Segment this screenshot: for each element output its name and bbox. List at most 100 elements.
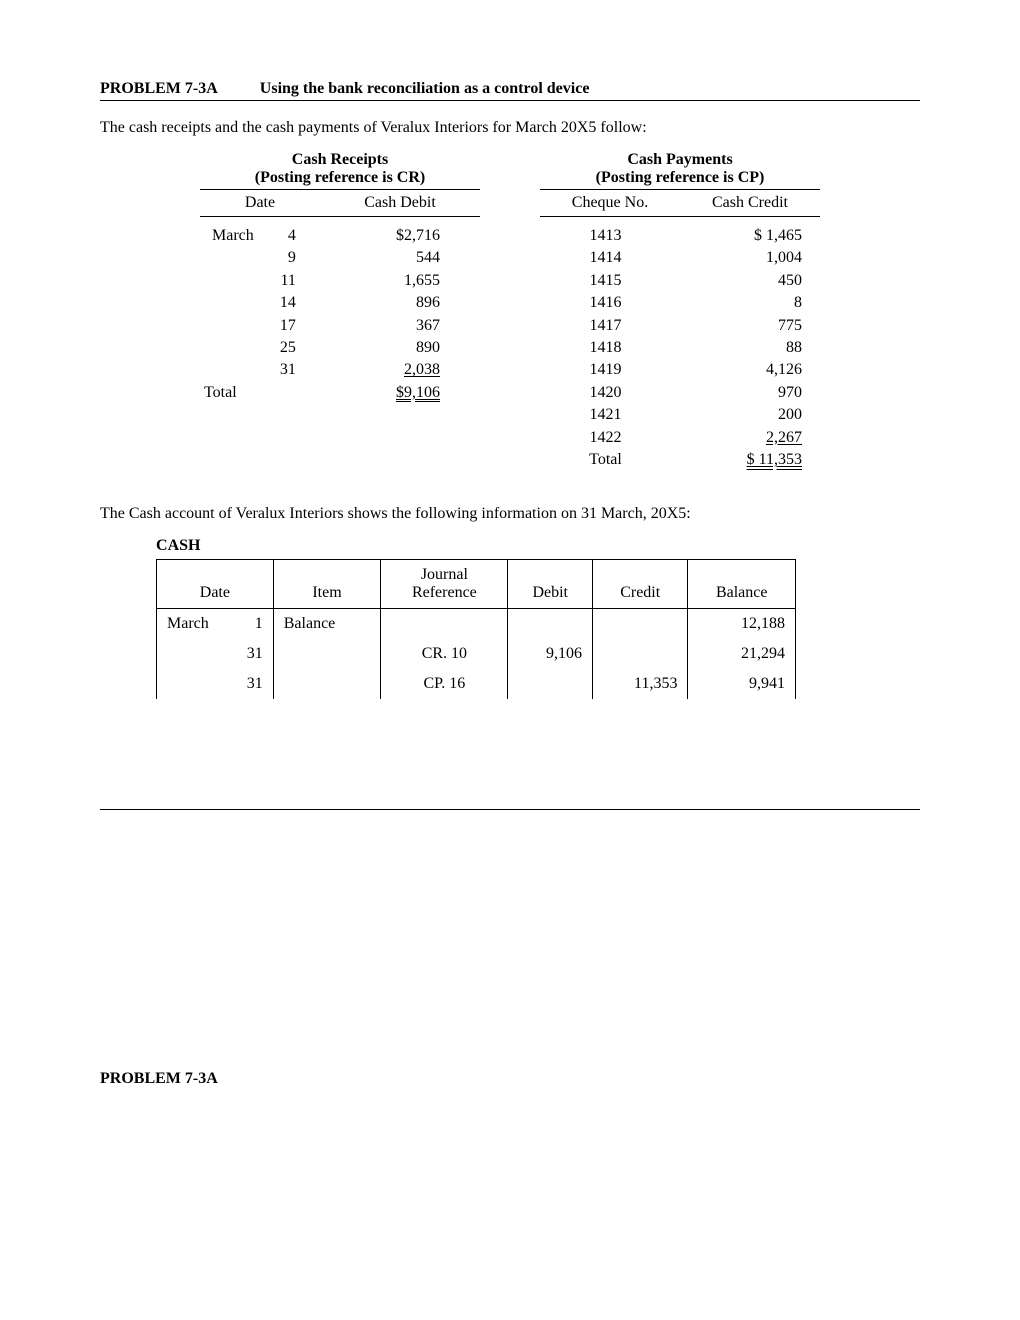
payments-cheque-no: 1413 (540, 225, 671, 247)
receipts-row: 25890 (200, 337, 480, 359)
payments-row: 1415450 (540, 270, 820, 292)
payments-cheque-no: 1415 (540, 270, 671, 292)
payments-col-cq: Cheque No. (540, 194, 680, 212)
payments-total-row: Total$ 11,353 (540, 449, 820, 471)
payments-total-amount: $ 11,353 (671, 449, 820, 471)
payments-row: 1421200 (540, 404, 820, 426)
payments-cheque-no: 1420 (540, 382, 671, 404)
receipts-day: 4 (262, 225, 306, 247)
cash-label-c: C (156, 537, 168, 554)
payments-cheque-no: 1422 (540, 427, 671, 449)
cash-th-jr2: Reference (391, 584, 497, 602)
receipts-col-debit: Cash Debit (320, 194, 480, 212)
cash-day: 31 (234, 639, 273, 669)
receipts-payments-block: Cash Receipts (Posting reference is CR) … (200, 151, 820, 471)
problem-title: Using the bank reconciliation as a contr… (260, 80, 590, 97)
cash-jr (381, 609, 508, 640)
receipts-day: 17 (262, 315, 306, 337)
cash-credit (592, 609, 687, 640)
cash-row: 31 CP. 16 11,3539,941 (157, 669, 796, 699)
cash-intro-text: The Cash account of Veralux Interiors sh… (100, 505, 920, 523)
payments-row: 1420970 (540, 382, 820, 404)
receipts-header-2: (Posting reference is CR) (200, 169, 480, 187)
receipts-amount: 544 (306, 247, 480, 269)
payments-amount: 1,004 (671, 247, 820, 269)
cash-day: 31 (234, 669, 273, 699)
receipts-month (200, 270, 262, 292)
cash-credit (592, 639, 687, 669)
payments-amount: 200 (671, 404, 820, 426)
receipts-column: Date Cash Debit March4$2,7169544111,6551… (200, 189, 480, 471)
receipts-row: 111,655 (200, 270, 480, 292)
cash-balance: 9,941 (688, 669, 796, 699)
payments-amount: 2,267 (671, 427, 820, 449)
receipts-col-date: Date (200, 194, 320, 212)
payments-amount: 4,126 (671, 359, 820, 381)
cash-balance: 21,294 (688, 639, 796, 669)
payments-amount: 8 (671, 292, 820, 314)
payments-cheque-no: 1417 (540, 315, 671, 337)
payments-row: 1417775 (540, 315, 820, 337)
cash-day: 1 (234, 609, 273, 640)
cash-item (273, 639, 381, 669)
payments-header-2: (Posting reference is CP) (540, 169, 820, 187)
receipts-amount: 896 (306, 292, 480, 314)
payments-col-credit: Cash Credit (680, 194, 820, 212)
cash-jr: CP. 16 (381, 669, 508, 699)
payments-header-1: Cash Payments (540, 151, 820, 169)
payments-cheque-no: 1421 (540, 404, 671, 426)
receipts-amount: 367 (306, 315, 480, 337)
receipts-day: 14 (262, 292, 306, 314)
receipts-total-row: Total $9,106 (200, 382, 480, 404)
receipts-amount: 890 (306, 337, 480, 359)
problem-heading: PROBLEM 7-3A Using the bank reconciliati… (100, 80, 920, 101)
receipts-day: 9 (262, 247, 306, 269)
receipts-amount: 2,038 (306, 359, 480, 381)
receipts-day: 31 (262, 359, 306, 381)
cash-row: March1Balance 12,188 (157, 609, 796, 640)
cash-th-item: Item (273, 560, 381, 609)
receipts-month: March (200, 225, 262, 247)
payments-column: Cheque No. Cash Credit 1413$ 1,46514141,… (540, 189, 820, 471)
receipts-row: March4$2,716 (200, 225, 480, 247)
payments-cheque-no: 1418 (540, 337, 671, 359)
cash-th-date: Date (157, 560, 274, 609)
payments-row: 14194,126 (540, 359, 820, 381)
footer-heading: PROBLEM 7-3A (100, 1070, 920, 1088)
cash-item (273, 669, 381, 699)
receipts-total-amount: $9,106 (301, 382, 480, 404)
intro-text: The cash receipts and the cash payments … (100, 119, 920, 137)
problem-number: PROBLEM 7-3A (100, 80, 218, 97)
cash-label: CASH (156, 537, 920, 555)
cash-debit (508, 669, 592, 699)
receipts-month (200, 315, 262, 337)
receipts-amount: 1,655 (306, 270, 480, 292)
payments-cheque-no: 1414 (540, 247, 671, 269)
receipts-month (200, 337, 262, 359)
cash-debit (508, 609, 592, 640)
payments-row: 141888 (540, 337, 820, 359)
payments-row: 1413$ 1,465 (540, 225, 820, 247)
payments-amount: 775 (671, 315, 820, 337)
receipts-total-label: Total (200, 382, 291, 404)
cash-month: March (157, 609, 234, 640)
receipts-header-1: Cash Receipts (200, 151, 480, 169)
cash-credit: 11,353 (592, 669, 687, 699)
cash-row: 31 CR. 109,106 21,294 (157, 639, 796, 669)
cash-th-credit: Credit (592, 560, 687, 609)
cash-th-jr1: Journal (391, 566, 497, 584)
separator-rule (100, 809, 920, 810)
payments-row: 1422 2,267 (540, 427, 820, 449)
cash-th-jr: Journal Reference (381, 560, 508, 609)
receipts-row: 14896 (200, 292, 480, 314)
cash-balance: 12,188 (688, 609, 796, 640)
receipts-month (200, 292, 262, 314)
cash-item: Balance (273, 609, 381, 640)
receipts-day: 11 (262, 270, 306, 292)
receipts-day: 25 (262, 337, 306, 359)
cash-debit: 9,106 (508, 639, 592, 669)
cash-jr: CR. 10 (381, 639, 508, 669)
cash-th-balance: Balance (688, 560, 796, 609)
receipts-month (200, 359, 262, 381)
receipts-row: 31 2,038 (200, 359, 480, 381)
